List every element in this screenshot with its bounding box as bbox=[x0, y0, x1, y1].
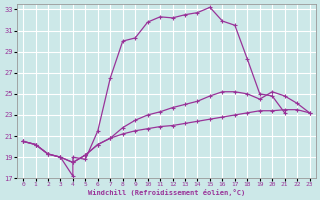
X-axis label: Windchill (Refroidissement éolien,°C): Windchill (Refroidissement éolien,°C) bbox=[88, 189, 245, 196]
